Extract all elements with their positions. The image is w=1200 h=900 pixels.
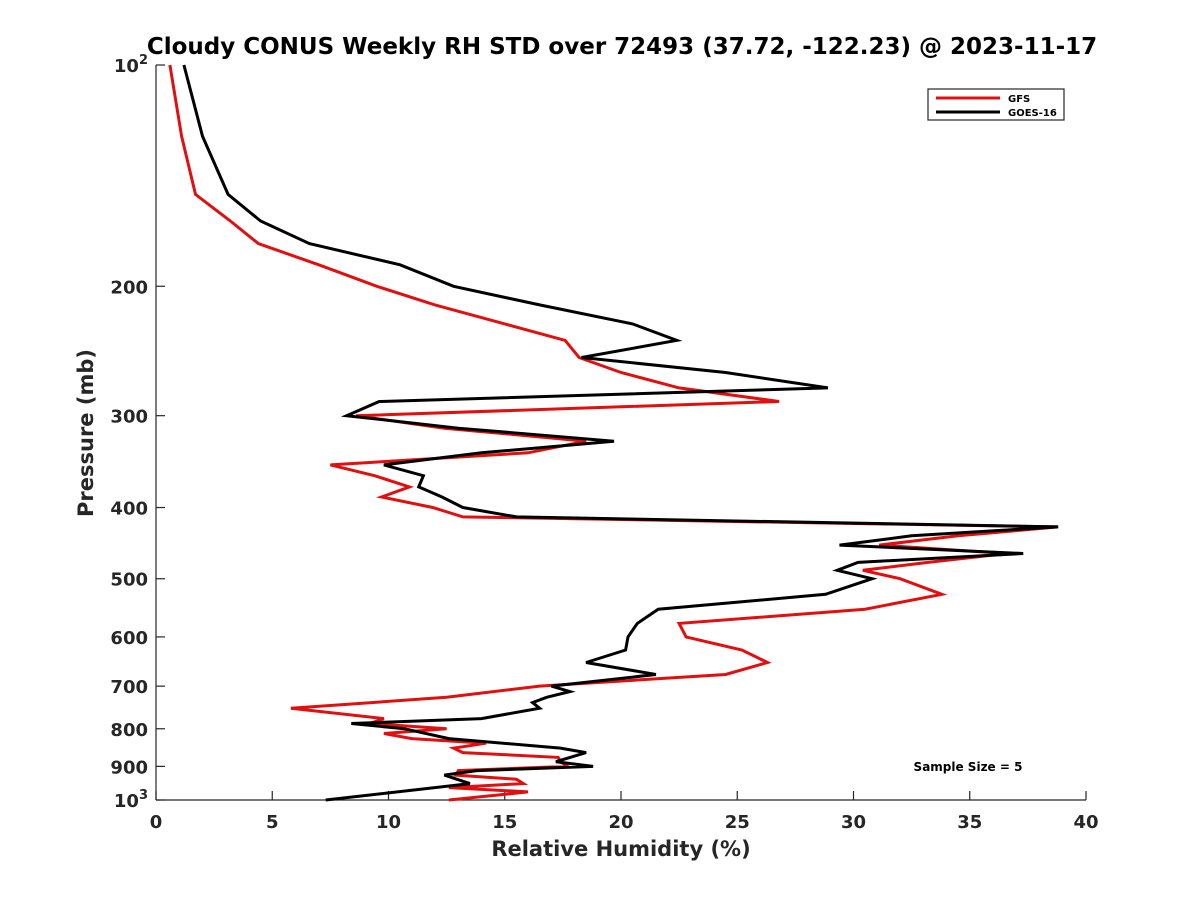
- y-tick-label: 900: [110, 757, 148, 778]
- plot-area: [155, 65, 1086, 801]
- y-tick-label: 102: [114, 53, 148, 77]
- y-tick-label: 800: [110, 720, 148, 741]
- series-line-goes-16: [182, 64, 1059, 802]
- x-tick-label: 20: [608, 812, 633, 833]
- x-tick-label: 5: [266, 812, 279, 833]
- legend-box: [927, 88, 1065, 121]
- x-tick-label: 35: [957, 812, 982, 833]
- series-layer: [168, 64, 1059, 802]
- y-tick-label: 103: [114, 788, 148, 812]
- chart-title: Cloudy CONUS Weekly RH STD over 72493 (3…: [147, 34, 1097, 60]
- y-tick-label: 600: [110, 628, 148, 649]
- x-tick-label: 30: [841, 812, 866, 833]
- x-axis-ticks: 0 5 10 15 20 25 30 35 40: [150, 791, 1099, 833]
- x-axis-label: Relative Humidity (%): [491, 837, 750, 861]
- y-tick-label: 700: [110, 677, 148, 698]
- x-tick-label: 25: [725, 812, 750, 833]
- x-tick-label: 15: [492, 812, 517, 833]
- y-tick-label: 200: [110, 277, 148, 298]
- legend: GFS GOES-16: [927, 88, 1065, 121]
- y-tick-label: 300: [110, 407, 148, 428]
- legend-entry-label: GOES-16: [1008, 108, 1057, 119]
- legend-entry-label: GFS: [1008, 94, 1030, 105]
- series-line-gfs: [168, 64, 1059, 802]
- y-axis-label: Pressure (mb): [74, 349, 98, 517]
- y-axis-ticks: 102 200 300 400 500 600 700 800 900 103: [110, 53, 165, 812]
- y-tick-label: 500: [110, 570, 148, 591]
- x-tick-label: 40: [1073, 812, 1098, 833]
- x-tick-label: 0: [150, 812, 163, 833]
- x-tick-label: 10: [376, 812, 401, 833]
- y-tick-label: 400: [110, 499, 148, 520]
- sample-size-annotation: Sample Size = 5: [914, 760, 1023, 774]
